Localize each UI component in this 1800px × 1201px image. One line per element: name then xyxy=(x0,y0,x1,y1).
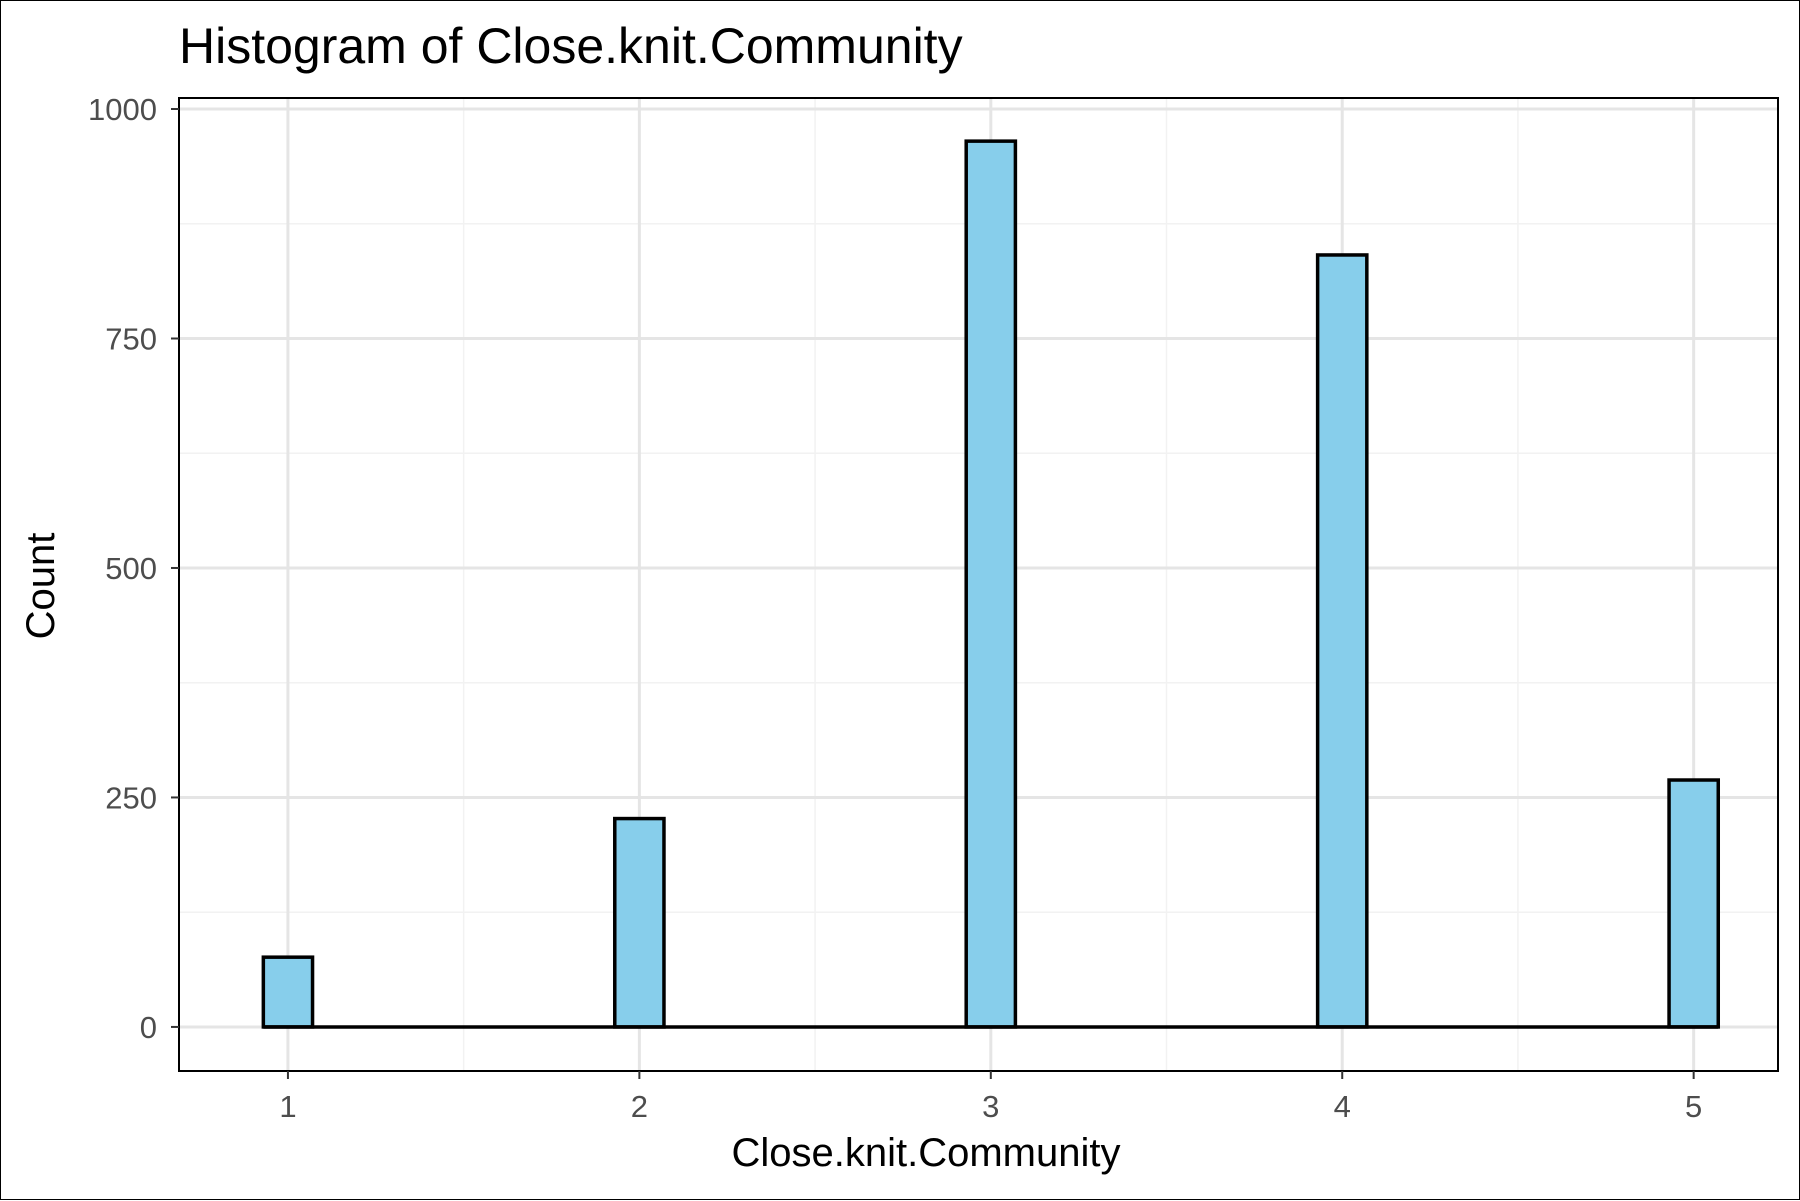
histogram-bar xyxy=(1667,778,1721,1029)
histogram-bar xyxy=(1315,253,1369,1029)
bars xyxy=(261,139,1721,1029)
y-axis-ticks: 0 250 500 750 1000 xyxy=(88,92,179,1045)
panel-border xyxy=(178,97,1779,1072)
y-tick-label: 750 xyxy=(105,321,157,356)
y-tick-label: 0 xyxy=(140,1010,157,1045)
y-tick-label: 1000 xyxy=(88,92,157,127)
y-tick-label: 250 xyxy=(105,780,157,815)
x-axis-title: Close.knit.Community xyxy=(731,1131,1120,1175)
x-tick-label: 4 xyxy=(1334,1089,1351,1124)
y-tick-label: 500 xyxy=(105,551,157,586)
x-tick-label: 3 xyxy=(982,1089,999,1124)
histogram-bar xyxy=(261,955,315,1029)
x-tick-label: 1 xyxy=(279,1089,296,1124)
x-tick-label: 2 xyxy=(631,1089,648,1124)
histogram-bar xyxy=(613,816,666,1029)
x-tick-label: 5 xyxy=(1685,1089,1702,1124)
histogram-bar xyxy=(964,139,1018,1029)
y-axis-title: Count xyxy=(19,533,63,640)
x-axis-ticks: 1 2 3 4 5 xyxy=(279,1071,1702,1124)
chart-title: Histogram of Close.knit.Community xyxy=(179,18,963,74)
